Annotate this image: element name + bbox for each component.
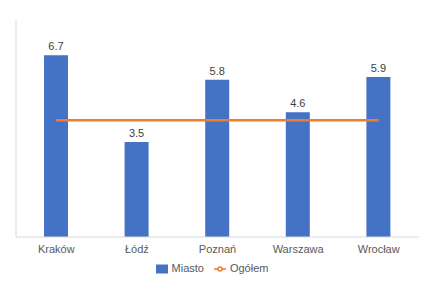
- svg-text:5.8: 5.8: [210, 65, 225, 77]
- svg-text:4.6: 4.6: [290, 97, 305, 109]
- html-text:Miasto: Miasto: [171, 262, 204, 274]
- svg-text:5.9: 5.9: [371, 62, 386, 74]
- svg-text:Warszawa: Warszawa: [273, 243, 325, 255]
- svg-text:Kraków: Kraków: [38, 243, 75, 255]
- svg-text:6.7: 6.7: [48, 40, 63, 52]
- svg-text:3.5: 3.5: [129, 127, 144, 139]
- svg-text:Łódź: Łódź: [125, 243, 149, 255]
- html-text:Ogółem: Ogółem: [229, 262, 269, 274]
- svg-text:Wrocław: Wrocław: [358, 243, 400, 255]
- svg-text:Poznań: Poznań: [199, 243, 236, 255]
